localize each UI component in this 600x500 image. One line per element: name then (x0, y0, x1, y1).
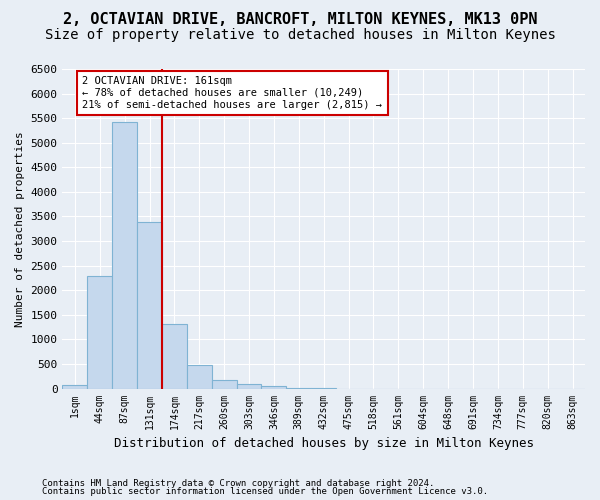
X-axis label: Distribution of detached houses by size in Milton Keynes: Distribution of detached houses by size … (114, 437, 534, 450)
Bar (262, 386, 286, 388)
Bar (88, 276, 112, 388)
Bar (62, 385, 88, 388)
Bar (187, 365, 212, 388)
Text: Size of property relative to detached houses in Milton Keynes: Size of property relative to detached ho… (44, 28, 556, 42)
Text: 2, OCTAVIAN DRIVE, BANCROFT, MILTON KEYNES, MK13 0PN: 2, OCTAVIAN DRIVE, BANCROFT, MILTON KEYN… (63, 12, 537, 28)
Y-axis label: Number of detached properties: Number of detached properties (15, 131, 25, 326)
Text: 2 OCTAVIAN DRIVE: 161sqm
← 78% of detached houses are smaller (10,249)
21% of se: 2 OCTAVIAN DRIVE: 161sqm ← 78% of detach… (82, 76, 382, 110)
Bar (236, 384, 262, 388)
Bar (112, 122, 137, 388)
Text: Contains HM Land Registry data © Crown copyright and database right 2024.: Contains HM Land Registry data © Crown c… (42, 478, 434, 488)
Bar (162, 324, 187, 388)
Bar (137, 222, 162, 388)
Bar (212, 380, 236, 388)
Text: Contains public sector information licensed under the Open Government Licence v3: Contains public sector information licen… (42, 487, 488, 496)
